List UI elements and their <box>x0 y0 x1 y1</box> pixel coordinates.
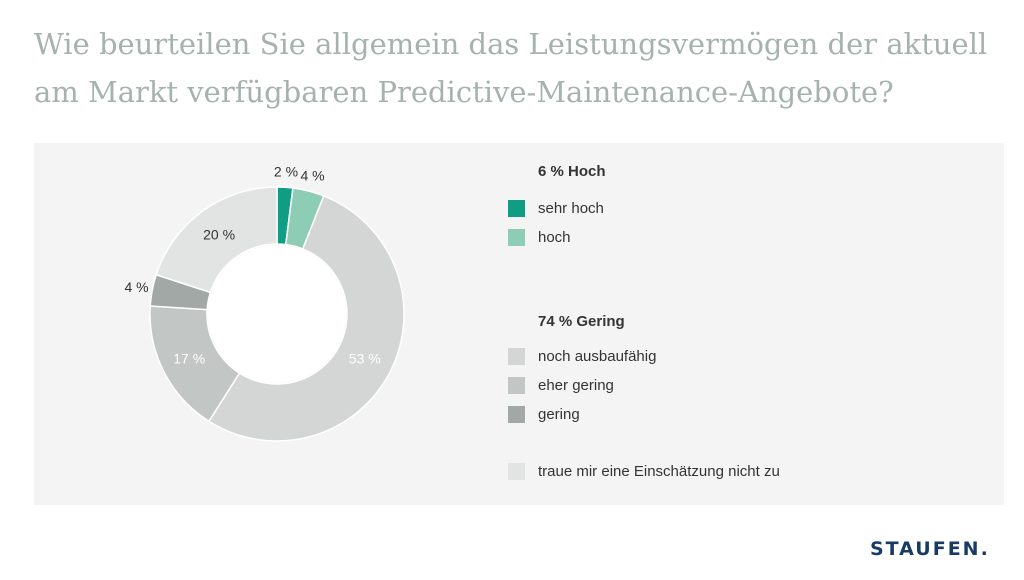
donut-slice <box>207 194 405 442</box>
legend-label-noch-ausbaufaehig: noch ausbaufähig <box>538 348 657 365</box>
legend-label-sehr-hoch: sehr hoch <box>538 200 604 217</box>
donut-slice <box>155 186 278 294</box>
chart-legend: 6 % Hoch sehr hoch hoch 74 % Gering noch… <box>508 143 988 505</box>
legend-swatch-gering <box>508 406 525 423</box>
slice-value-label: 2 % <box>274 163 298 179</box>
page-title: Wie beurteilen Sie allgemein das Leistun… <box>34 27 988 109</box>
legend-label-eher-gering: eher gering <box>538 377 614 394</box>
legend-group-title-hoch: 6 % Hoch <box>538 163 606 180</box>
legend-group-title-gering: 74 % Gering <box>538 313 625 330</box>
slice-value-label: 4 % <box>124 279 148 295</box>
legend-swatch-eher-gering <box>508 377 525 394</box>
legend-swatch-sehr-hoch <box>508 200 525 217</box>
slice-value-label: 20 % <box>203 226 235 242</box>
legend-swatch-keine-einschaetzung <box>508 463 525 480</box>
donut-hole <box>208 245 346 383</box>
legend-swatch-hoch <box>508 229 525 246</box>
legend-label-keine-einschaetzung: traue mir eine Einschätzung nicht zu <box>538 463 780 480</box>
staufen-logo: STAUFEN. <box>870 538 990 560</box>
legend-label-hoch: hoch <box>538 229 571 246</box>
chart-panel: 2 % 4 % 53 % 17 % 4 % 20 % 6 % Hoch sehr hoch… <box>34 143 1004 505</box>
slice-value-label: 17 % <box>173 351 205 367</box>
slice-value-label: 4 % <box>301 167 325 183</box>
legend-label-gering: gering <box>538 406 580 423</box>
donut-chart: 2 % 4 %53 %17 %4 %20 % <box>124 163 405 442</box>
slice-value-label: 53 % <box>349 351 381 367</box>
legend-swatch-noch-ausbaufaehig <box>508 348 525 365</box>
